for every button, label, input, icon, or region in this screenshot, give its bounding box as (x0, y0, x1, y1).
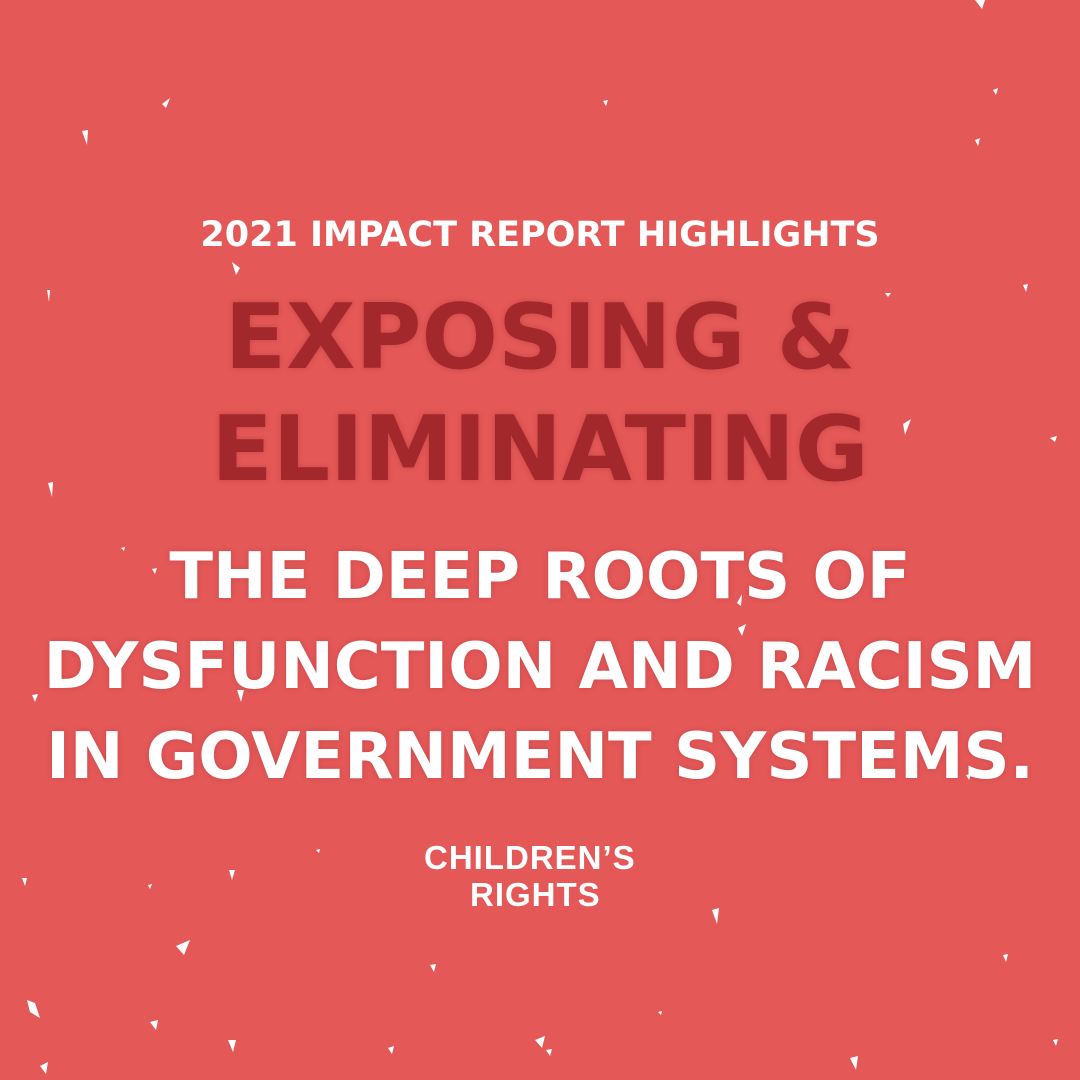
report-kicker: 2021 IMPACT REPORT HIGHLIGHTS (200, 215, 880, 255)
headline: EXPOSING & ELIMINATING (0, 282, 1080, 506)
headline-line-1: EXPOSING & (224, 285, 856, 390)
logo-line-2: RIGHTS (470, 876, 601, 913)
body-line-3: IN GOVERNMENT SYSTEMS. (46, 720, 1034, 794)
childrens-rights-logo: CHILDREN’S RIGHTS (424, 830, 664, 920)
logo-line-1: CHILDREN’S (424, 839, 636, 876)
body-statement: THE DEEP ROOTS OF DYSFUNCTION AND RACISM… (0, 532, 1080, 802)
body-line-2: DYSFUNCTION AND RACISM (43, 630, 1037, 704)
headline-line-2: ELIMINATING (211, 397, 869, 502)
body-line-1: THE DEEP ROOTS OF (169, 540, 911, 614)
